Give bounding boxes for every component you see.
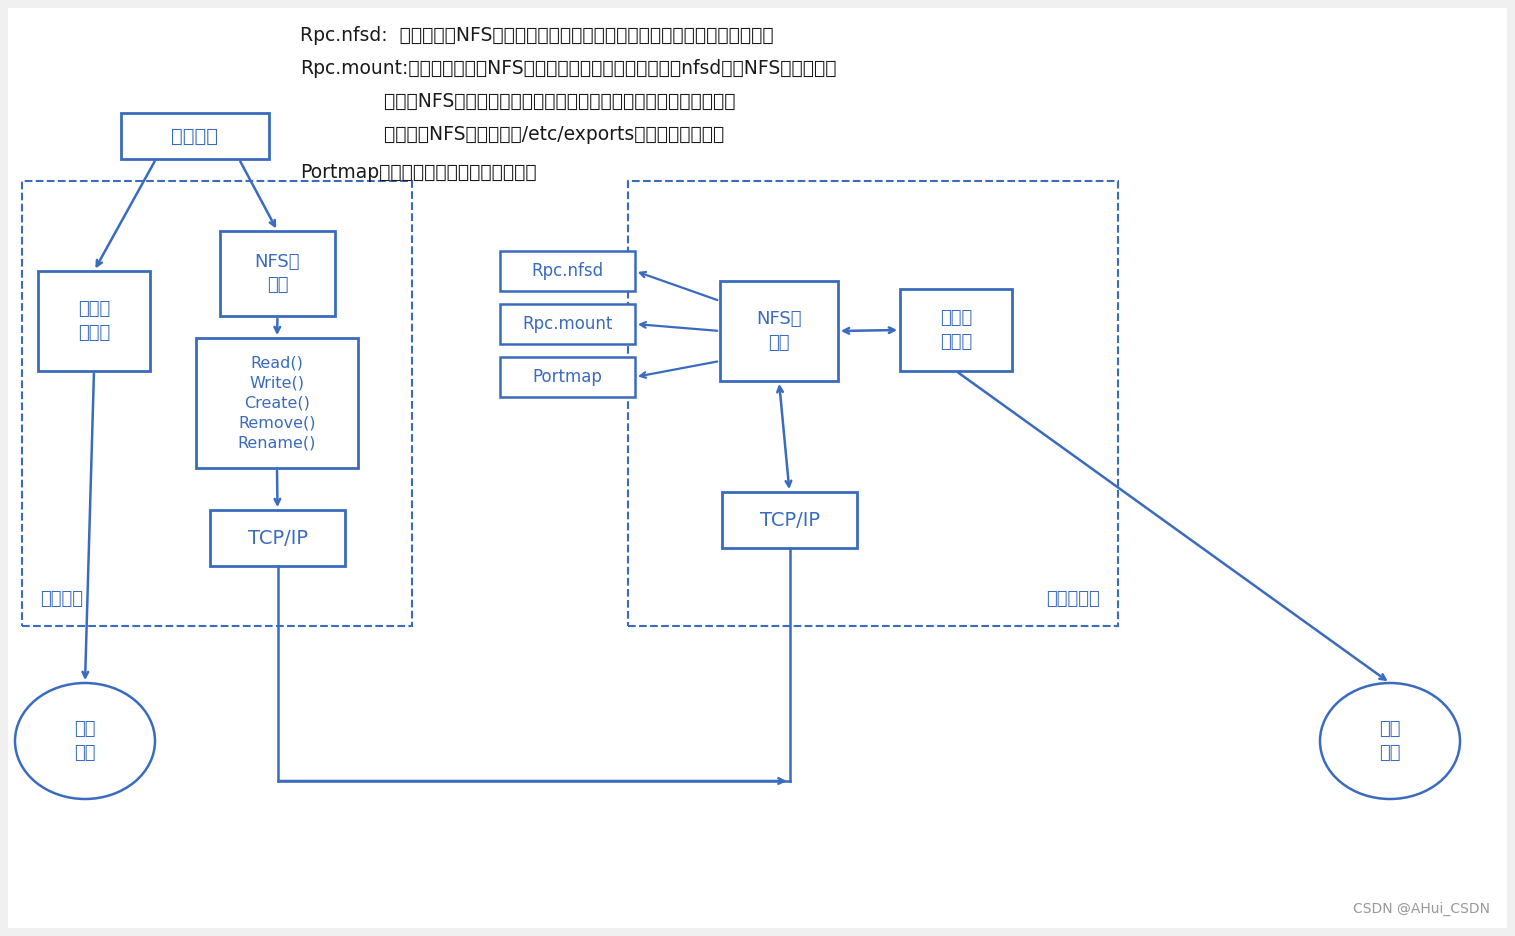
- Text: Rpc.mount: Rpc.mount: [523, 315, 612, 333]
- Bar: [500, 251, 635, 291]
- Ellipse shape: [15, 683, 155, 799]
- Text: 本地
磁盘: 本地 磁盘: [74, 720, 95, 762]
- Text: 它会读取NFS的配置文件/etc/exports来对比客户端权限: 它会读取NFS的配置文件/etc/exports来对比客户端权限: [300, 125, 724, 144]
- Bar: [500, 357, 635, 397]
- Text: 本地
磁盘: 本地 磁盘: [1379, 720, 1401, 762]
- Text: Portmap: Portmap: [533, 368, 603, 386]
- Text: Portmap：主要功能是进行端口映射工作: Portmap：主要功能是进行端口映射工作: [300, 163, 536, 182]
- Text: NFS服
务器: NFS服 务器: [756, 310, 801, 352]
- Bar: [211, 510, 345, 566]
- Text: TCP/IP: TCP/IP: [759, 510, 820, 530]
- Text: Rpc.nfsd:  它是基本的NFS守护进程，主要功能是管理客户端是否能夠登录服务器；: Rpc.nfsd: 它是基本的NFS守护进程，主要功能是管理客户端是否能夠登录服…: [300, 26, 774, 45]
- Text: 本地文
件访问: 本地文 件访问: [939, 309, 973, 351]
- Text: 服务器内核: 服务器内核: [1047, 590, 1100, 608]
- Bar: [220, 231, 335, 316]
- Text: Rpc.mount:主要功能是管理NFS的文件系统。当客户端顺利通过nfsd登录NFS服务器后，: Rpc.mount:主要功能是管理NFS的文件系统。当客户端顺利通过nfsd登录…: [300, 59, 836, 78]
- Ellipse shape: [1320, 683, 1460, 799]
- Text: Rpc.nfsd: Rpc.nfsd: [532, 262, 603, 280]
- Text: 在使用NFS服务所提供的文件前，还必须通过文件使用权限的验证。: 在使用NFS服务所提供的文件前，还必须通过文件使用权限的验证。: [300, 92, 735, 111]
- Bar: [23, 181, 412, 626]
- Text: 客户内核: 客户内核: [39, 590, 83, 608]
- Bar: [121, 113, 270, 159]
- Text: 本地文
件访问: 本地文 件访问: [77, 300, 111, 342]
- Text: 用户进程: 用户进程: [171, 126, 218, 145]
- Text: NFS客
户端: NFS客 户端: [255, 253, 300, 294]
- Bar: [720, 281, 838, 381]
- Bar: [38, 271, 150, 371]
- Bar: [629, 181, 1118, 626]
- Text: Read()
Write()
Create()
Remove()
Rename(): Read() Write() Create() Remove() Rename(…: [238, 356, 317, 450]
- Bar: [900, 289, 1012, 371]
- Bar: [723, 492, 857, 548]
- Text: TCP/IP: TCP/IP: [247, 529, 308, 548]
- Bar: [500, 304, 635, 344]
- Text: CSDN @AHui_CSDN: CSDN @AHui_CSDN: [1353, 902, 1489, 916]
- Bar: [195, 338, 358, 468]
